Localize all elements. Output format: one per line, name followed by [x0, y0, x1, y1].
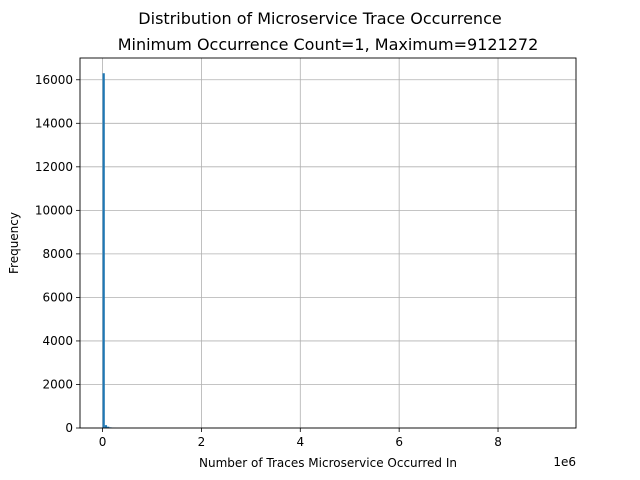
plot-frame	[79, 57, 577, 429]
x-tick-label: 8	[494, 435, 502, 449]
y-tick-label: 12000	[35, 160, 73, 174]
x-axis-offset-text: 1e6	[553, 455, 576, 469]
x-tick-label: 6	[395, 435, 403, 449]
axis-ticks: 0 2 4 6 8 0 2000 4000 6000 8000 10000 12000 14000 160…	[35, 73, 502, 449]
y-tick-label: 14000	[35, 116, 73, 130]
y-tick-label: 10000	[35, 203, 73, 217]
y-tick-label: 16000	[35, 73, 73, 87]
y-tick-label: 6000	[42, 290, 73, 304]
chart-subtitle: Minimum Occurrence Count=1, Maximum=9121…	[118, 35, 539, 54]
plot-area	[80, 58, 576, 428]
x-tick-label: 2	[198, 435, 206, 449]
x-tick-label: 0	[99, 435, 107, 449]
chart-title: Distribution of Microservice Trace Occur…	[138, 9, 501, 28]
histogram-bar	[104, 425, 108, 428]
y-tick-label: 0	[65, 421, 73, 435]
y-tick-label: 8000	[42, 247, 73, 261]
grid-lines	[80, 58, 576, 429]
x-tick-label: 4	[296, 435, 304, 449]
histogram-bar	[102, 73, 105, 428]
y-tick-label: 4000	[42, 334, 73, 348]
y-axis-label: Frequency	[7, 212, 21, 274]
histogram-bar	[107, 426, 110, 428]
x-axis-label: Number of Traces Microservice Occurred I…	[199, 456, 457, 470]
y-tick-label: 2000	[42, 377, 73, 391]
